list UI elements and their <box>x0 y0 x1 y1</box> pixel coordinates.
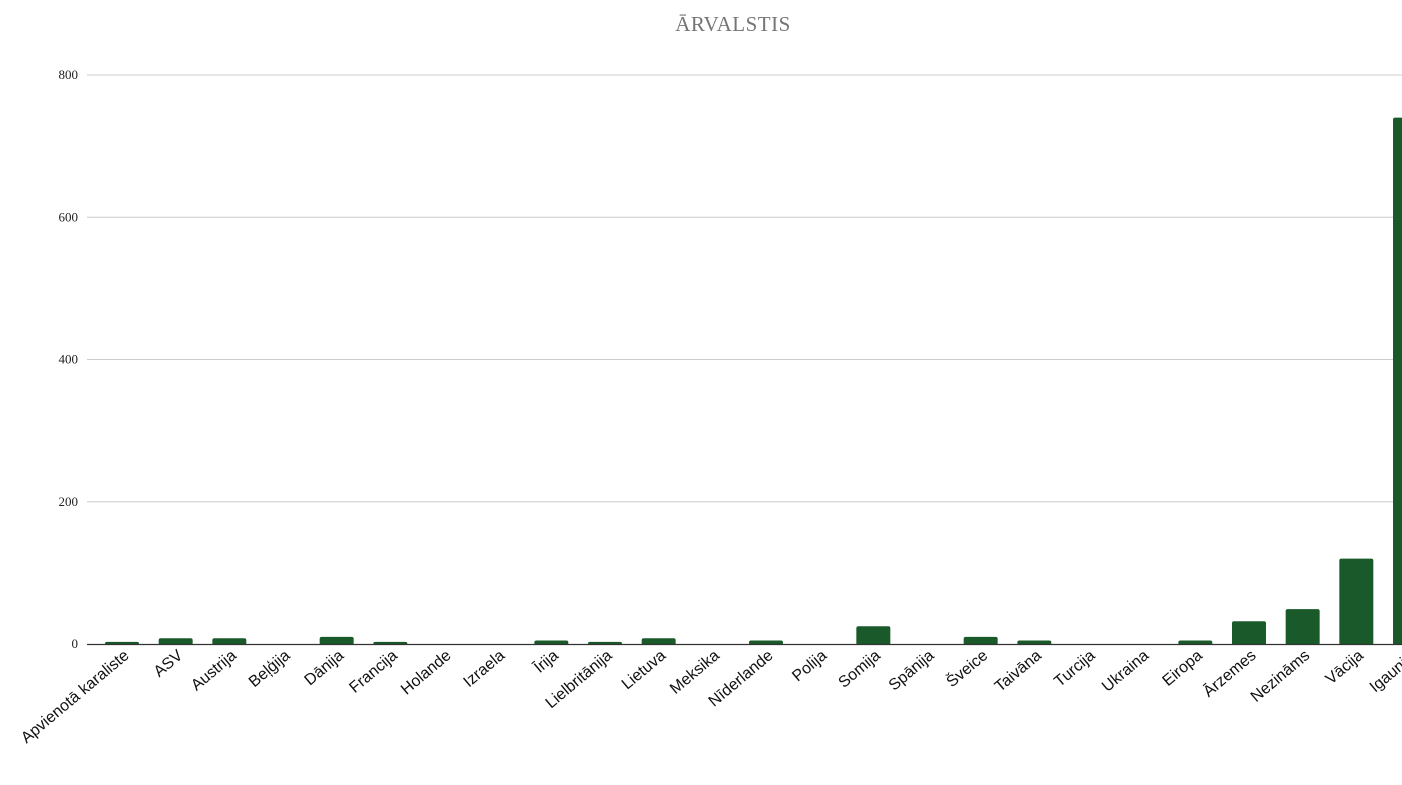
chart-title: ĀRVALSTIS <box>675 12 791 36</box>
y-axis-ticks: 0 200 400 600 800 <box>59 67 79 651</box>
y-tick-label: 400 <box>59 352 79 367</box>
x-tick-label: Ukraina <box>1099 647 1152 696</box>
bar <box>1339 558 1374 645</box>
x-tick-label: Lietuva <box>619 647 670 693</box>
y-tick-label: 800 <box>59 67 79 82</box>
x-tick-label: Igaunija <box>1367 647 1402 696</box>
x-tick-label: Apvienotā karaliste <box>18 647 133 747</box>
x-tick-label: Dānija <box>302 647 348 689</box>
x-tick-label: Beļģija <box>245 646 293 691</box>
x-tick-label: Francija <box>346 647 401 697</box>
x-axis-ticks: Apvienotā karaliste ASV Austrija Beļģija Dān… <box>18 645 1402 747</box>
bars <box>105 117 1402 645</box>
bar <box>1393 117 1402 645</box>
bar <box>319 636 354 645</box>
y-tick-label: 0 <box>72 636 79 651</box>
bar <box>212 638 247 645</box>
bar <box>1178 640 1213 645</box>
bar <box>534 640 569 645</box>
bar <box>158 638 193 645</box>
x-tick-label: Taivāna <box>992 647 1045 696</box>
bar <box>1285 609 1320 645</box>
bar <box>1017 640 1052 645</box>
x-tick-label: Vācija <box>1323 647 1367 688</box>
y-tick-label: 200 <box>59 494 79 509</box>
y-tick-label: 600 <box>59 209 79 224</box>
x-tick-label: Izraela <box>461 647 509 691</box>
x-tick-label: Turcija <box>1051 647 1098 691</box>
bar <box>856 626 891 645</box>
x-tick-label: Spānija <box>886 647 938 694</box>
bar <box>1232 621 1266 645</box>
bar <box>641 638 676 645</box>
x-tick-label: Holande <box>398 647 455 698</box>
x-tick-label: Somija <box>836 647 884 692</box>
gridlines <box>87 74 1402 503</box>
x-tick-label: Polija <box>789 647 830 685</box>
x-tick-label: Nezināms <box>1248 647 1313 706</box>
bar <box>963 636 998 645</box>
bar <box>749 640 783 645</box>
x-tick-label: Īrija <box>531 646 562 676</box>
x-tick-label: Eiropa <box>1160 647 1206 690</box>
x-tick-label: Šveice <box>942 645 991 690</box>
x-tick-label: Austrija <box>188 647 240 694</box>
x-tick-label: ASV <box>151 647 187 681</box>
